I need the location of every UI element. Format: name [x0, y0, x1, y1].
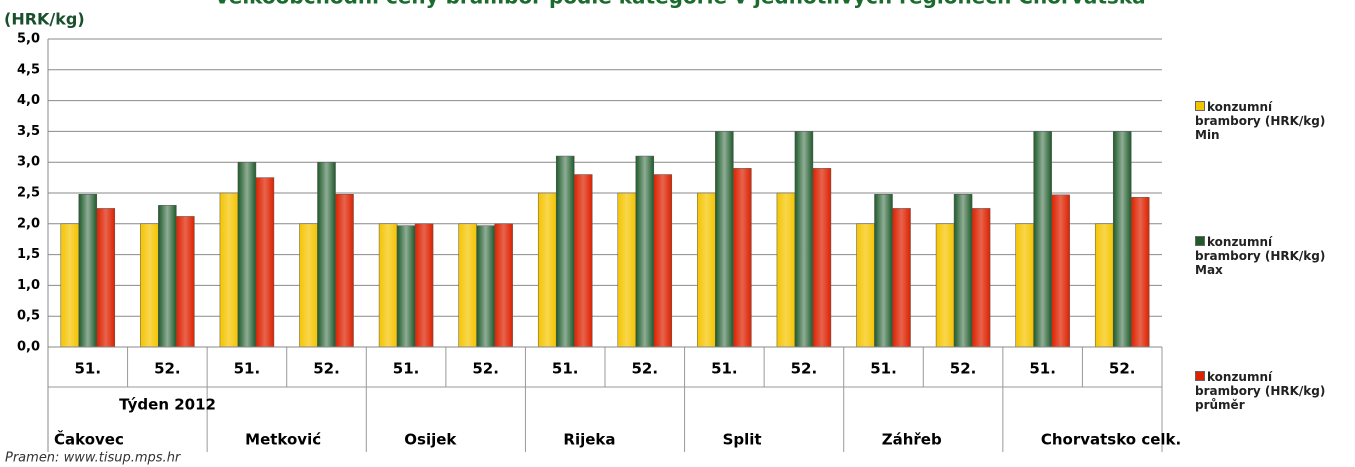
- legend-swatch: [1195, 101, 1205, 111]
- bar: [335, 193, 354, 348]
- bar: [299, 223, 318, 348]
- x-tick-label: 52.: [631, 360, 658, 378]
- bar: [96, 208, 116, 348]
- bar: [158, 205, 177, 348]
- bar: [414, 223, 434, 348]
- bar: [935, 223, 955, 348]
- group-label: Rijeka: [563, 431, 615, 449]
- bar: [776, 192, 796, 348]
- y-tick-label: 2,5: [17, 186, 40, 201]
- bar: [856, 223, 875, 348]
- y-tick-label: 3,5: [17, 124, 40, 139]
- x-tick-label: 51.: [711, 360, 738, 378]
- legend-entry: konzumní brambory (HRK/kg) Min: [1195, 100, 1335, 142]
- y-tick-label: 1,5: [17, 247, 40, 262]
- group-label: Split: [723, 431, 762, 449]
- bar: [733, 168, 752, 348]
- chart-title: Velkoobchodní ceny brambor podle kategor…: [214, 0, 1145, 9]
- bar: [555, 155, 575, 348]
- x-tick-label: 52.: [1109, 360, 1136, 378]
- bar: [697, 192, 716, 348]
- bar: [396, 225, 416, 348]
- bar: [715, 131, 734, 348]
- x-tick-label: 52.: [472, 360, 499, 378]
- y-tick-label: 0,0: [17, 340, 40, 355]
- bar: [537, 192, 557, 348]
- x-tick-label: 52.: [950, 360, 977, 378]
- bar: [176, 216, 195, 348]
- y-tick-label: 2,0: [17, 216, 40, 231]
- y-tick-label: 4,0: [17, 93, 40, 108]
- legend-label: konzumní brambory (HRK/kg) Min: [1195, 100, 1326, 142]
- x-tick-label: 51.: [74, 360, 101, 378]
- bar: [458, 223, 477, 348]
- bar: [1094, 223, 1114, 348]
- legend-entry: konzumní brambory (HRK/kg) Max: [1195, 235, 1335, 277]
- bar: [653, 174, 673, 348]
- x-tick-label: 52.: [791, 360, 818, 378]
- bar: [812, 168, 832, 348]
- bar: [1033, 131, 1052, 348]
- group-label: Čakovec: [54, 430, 124, 449]
- x-tick-label: 51.: [552, 360, 579, 378]
- bar: [635, 155, 655, 348]
- bar: [140, 223, 159, 348]
- bar: [378, 223, 398, 348]
- bar: [60, 223, 80, 348]
- y-tick-label: 4,5: [17, 62, 40, 77]
- x-tick-label: 51.: [234, 360, 261, 378]
- legend-swatch: [1195, 371, 1205, 381]
- y-tick-label: 5,0: [17, 32, 40, 47]
- bar: [874, 193, 893, 348]
- legend-label: konzumní brambory (HRK/kg) průměr: [1195, 370, 1326, 412]
- bar: [573, 174, 593, 348]
- bar: [476, 225, 495, 348]
- bar: [317, 161, 336, 348]
- legend-entry: konzumní brambory (HRK/kg) průměr: [1195, 370, 1335, 412]
- bar: [617, 192, 637, 348]
- y-axis-label: (HRK/kg): [4, 10, 85, 29]
- y-tick-label: 0,5: [17, 309, 40, 324]
- bar: [255, 177, 275, 348]
- bar: [953, 193, 973, 348]
- x-tick-label: 52.: [154, 360, 181, 378]
- x-tick-label: 51.: [393, 360, 420, 378]
- group-label: Osijek: [404, 431, 457, 449]
- x-axis-label: Týden 2012: [119, 396, 216, 414]
- source: Pramen: www.tisup.mps.hr: [5, 451, 182, 466]
- group-label: Záhřeb: [882, 431, 942, 449]
- group-label: Metković: [245, 431, 321, 449]
- bar: [794, 131, 814, 348]
- bar: [892, 208, 911, 348]
- bar: [971, 208, 991, 348]
- group-label: Chorvatsko celk.: [1041, 431, 1181, 449]
- bar: [494, 223, 513, 348]
- bar: [237, 161, 257, 348]
- bar: [1051, 194, 1070, 348]
- bar: [1112, 131, 1132, 348]
- bar: [1015, 223, 1034, 348]
- x-tick-label: 51.: [1029, 360, 1056, 378]
- x-tick-label: 52.: [313, 360, 340, 378]
- bar: [78, 193, 98, 348]
- y-tick-label: 3,0: [17, 155, 40, 170]
- legend-label: konzumní brambory (HRK/kg) Max: [1195, 235, 1326, 277]
- y-tick-label: 1,0: [17, 278, 40, 293]
- bar: [1130, 197, 1150, 348]
- legend-swatch: [1195, 236, 1205, 246]
- bar: [219, 192, 239, 348]
- x-tick-label: 51.: [870, 360, 897, 378]
